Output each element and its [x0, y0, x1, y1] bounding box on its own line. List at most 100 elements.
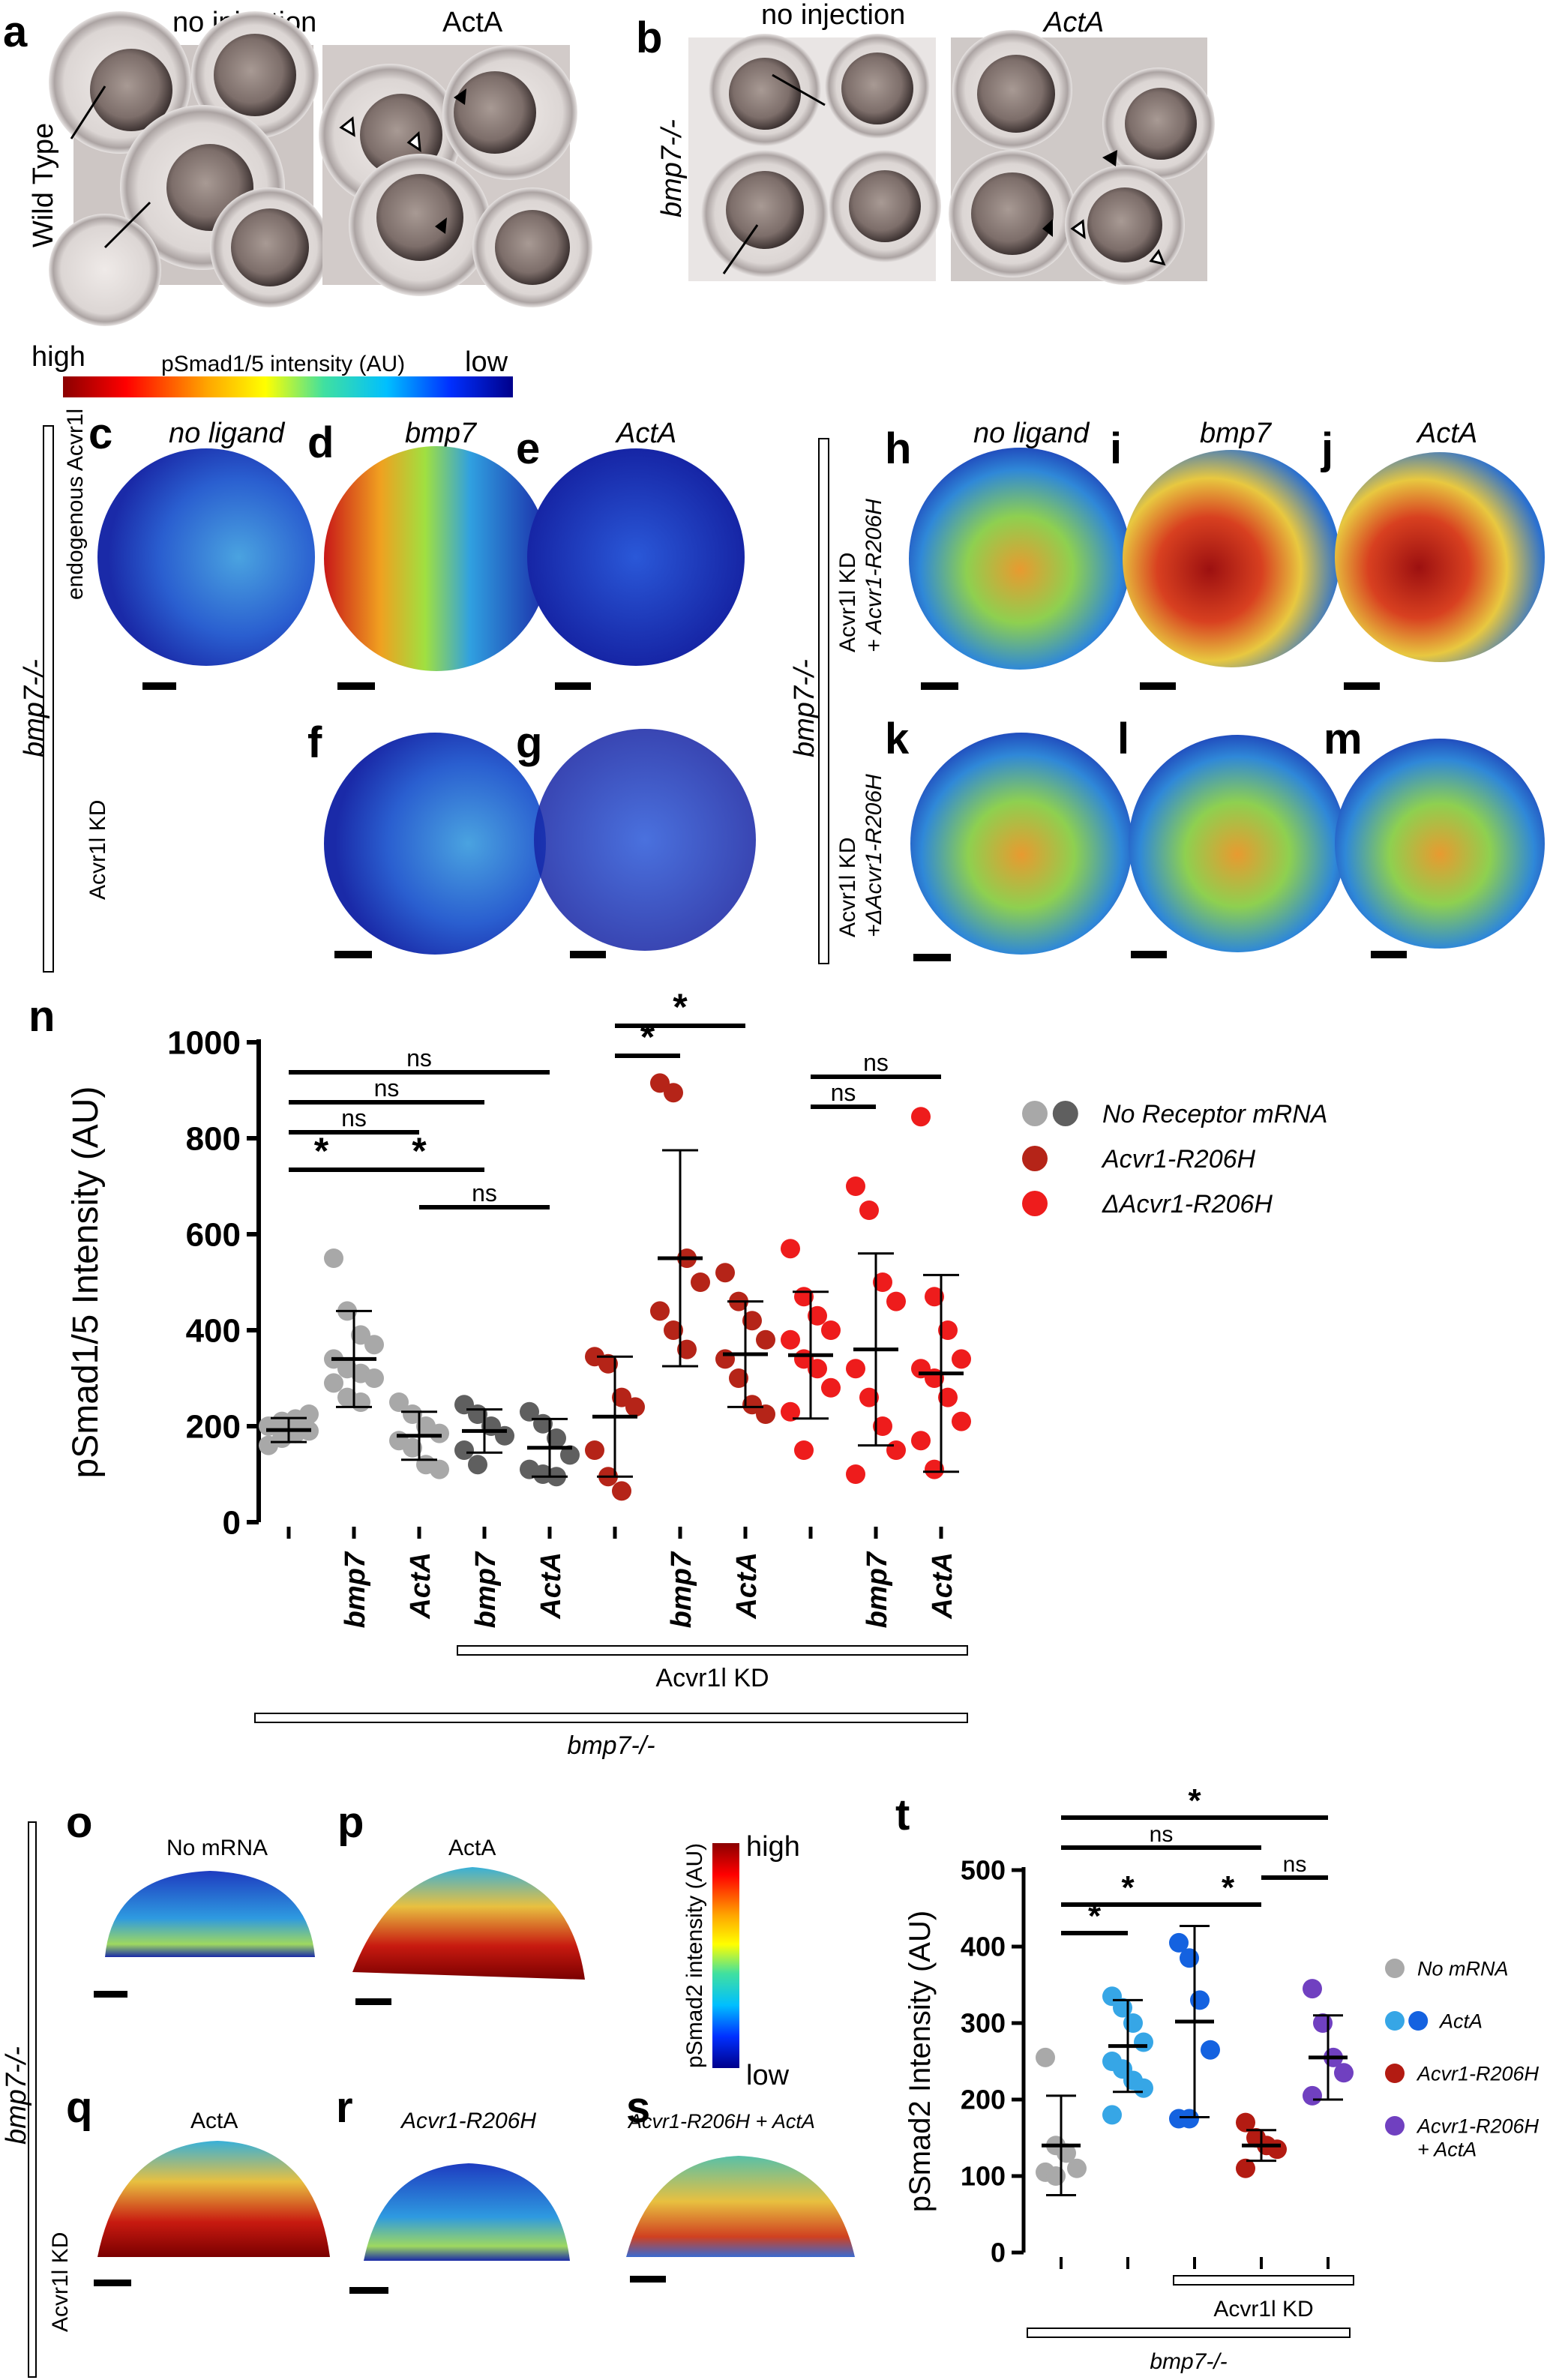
data-point — [612, 1387, 631, 1407]
category-label: ActA — [535, 1552, 567, 1620]
data-point — [1303, 2085, 1322, 2106]
panel-s-title: Acvr1-R206H + ActA — [627, 2110, 815, 2133]
data-point — [430, 1459, 449, 1479]
colorbar-title: pSmad1/5 intensity (AU) — [161, 352, 405, 376]
data-point — [821, 1320, 841, 1340]
significance-label: ns — [374, 1075, 400, 1102]
data-point — [729, 1368, 748, 1388]
data-point — [781, 1401, 800, 1422]
panel-b-image-no-injection — [688, 34, 941, 281]
data-point — [351, 1325, 370, 1345]
panel-p-embryo-image — [352, 1867, 585, 1980]
panel-s-embryo-image — [626, 2156, 855, 2257]
data-point — [952, 1411, 971, 1431]
panel-j-title: ActA — [1416, 418, 1477, 449]
right-group-row2-line2: +ΔAcvr1-R206H — [862, 774, 886, 937]
panel-a-row-label: Wild Type — [28, 123, 59, 247]
category-label: ActA — [927, 1552, 958, 1620]
data-point — [454, 1440, 474, 1460]
panel-b-row-label: bmp7-/- — [656, 119, 688, 217]
panel-label-i: i — [1110, 424, 1122, 473]
data-point — [625, 1397, 645, 1417]
category-label: ActA — [731, 1552, 763, 1620]
data-point — [520, 1401, 539, 1422]
panel-b-col2-title: ActA — [1042, 7, 1104, 38]
data-point — [650, 1301, 670, 1321]
y-tick-label: 0 — [991, 2238, 1006, 2268]
panel-f-scale-bar — [334, 951, 372, 958]
panel-label-s: s — [626, 2083, 650, 2132]
data-point — [873, 1416, 892, 1436]
data-point — [808, 1305, 827, 1326]
panel-k-scale-bar — [913, 954, 951, 961]
legend-marker — [1022, 1146, 1048, 1171]
data-point — [430, 1423, 449, 1443]
data-point — [846, 1359, 865, 1379]
data-point — [1067, 2158, 1087, 2178]
data-point — [403, 1404, 422, 1424]
panel-j-embryo-image — [1335, 452, 1545, 662]
legend-label: + ActA — [1417, 2138, 1477, 2160]
group-bracket-label: bmp7-/- — [1150, 2349, 1227, 2374]
panel-h-embryo-image — [909, 448, 1131, 670]
data-point — [938, 1320, 958, 1340]
data-point — [1334, 2063, 1354, 2083]
data-point — [911, 1431, 931, 1451]
panel-l-scale-bar — [1131, 951, 1167, 958]
y-tick-label: 500 — [961, 1855, 1006, 1886]
significance-label: ns — [341, 1105, 367, 1132]
data-point — [1303, 1979, 1322, 1999]
data-point — [781, 1239, 800, 1259]
data-point — [1134, 2078, 1153, 2098]
significance-label: ns — [1283, 1852, 1307, 1877]
panel-label-l: l — [1117, 715, 1129, 763]
right-group-row1-line1: Acvr1l KD — [835, 553, 860, 652]
panel-o-title: No mRNA — [166, 1836, 268, 1860]
data-point — [560, 1445, 580, 1465]
y-axis-label: pSmad2 Intensity (AU) — [904, 1911, 937, 2212]
data-point — [664, 1083, 683, 1103]
legend-marker — [1385, 2116, 1405, 2136]
panel-i-embryo-image — [1123, 450, 1340, 667]
group-bracket-label: Acvr1l KD — [1213, 2297, 1313, 2322]
legend-label: No mRNA — [1417, 1957, 1509, 1980]
panel-label-d: d — [307, 418, 334, 467]
panel-r-embryo-image — [364, 2163, 570, 2261]
y-tick-label: 200 — [186, 1408, 241, 1445]
y-tick-label: 0 — [223, 1504, 241, 1541]
significance-label: * — [1188, 1782, 1201, 1819]
panel-a-image-no-injection — [49, 11, 330, 326]
bracket-bottom-group — [28, 1821, 37, 2378]
data-point — [677, 1339, 697, 1359]
right-group-row2-line1: Acvr1l KD — [835, 838, 860, 937]
data-point — [821, 1377, 841, 1398]
data-point — [925, 1287, 944, 1307]
data-point — [1267, 2139, 1287, 2160]
panel-label-r: r — [336, 2083, 353, 2132]
data-point — [715, 1263, 735, 1283]
panel-q-title: ActA — [190, 2109, 238, 2133]
panel-label-g: g — [516, 718, 542, 767]
colorbar-psmad15: high pSmad1/5 intensity (AU) low — [31, 341, 513, 397]
panel-e-embryo-image — [527, 448, 745, 666]
significance-label: * — [640, 1016, 655, 1058]
significance-label: ns — [1150, 1822, 1174, 1847]
y-tick-label: 1000 — [167, 1024, 241, 1061]
data-point — [1180, 2109, 1199, 2129]
data-point — [1134, 2032, 1153, 2052]
panel-j-scale-bar — [1344, 682, 1380, 690]
data-point — [495, 1425, 514, 1446]
data-point — [1169, 1932, 1189, 1953]
data-point — [1190, 1990, 1210, 2010]
left-group-row1-label: endogenous Acvr1l — [63, 409, 88, 600]
data-point — [886, 1440, 906, 1460]
y-tick-label: 600 — [186, 1216, 241, 1253]
colorbar-high-label: high — [31, 341, 85, 373]
panel-label-m: m — [1324, 715, 1363, 763]
y-axis-label: pSmad1/5 Intensity (AU) — [66, 1087, 106, 1479]
data-point — [364, 1368, 384, 1388]
panel-q-scale-bar — [94, 2280, 131, 2286]
group-bracket-label: Acvr1l KD — [655, 1664, 769, 1692]
panel-e-scale-bar — [555, 682, 591, 690]
